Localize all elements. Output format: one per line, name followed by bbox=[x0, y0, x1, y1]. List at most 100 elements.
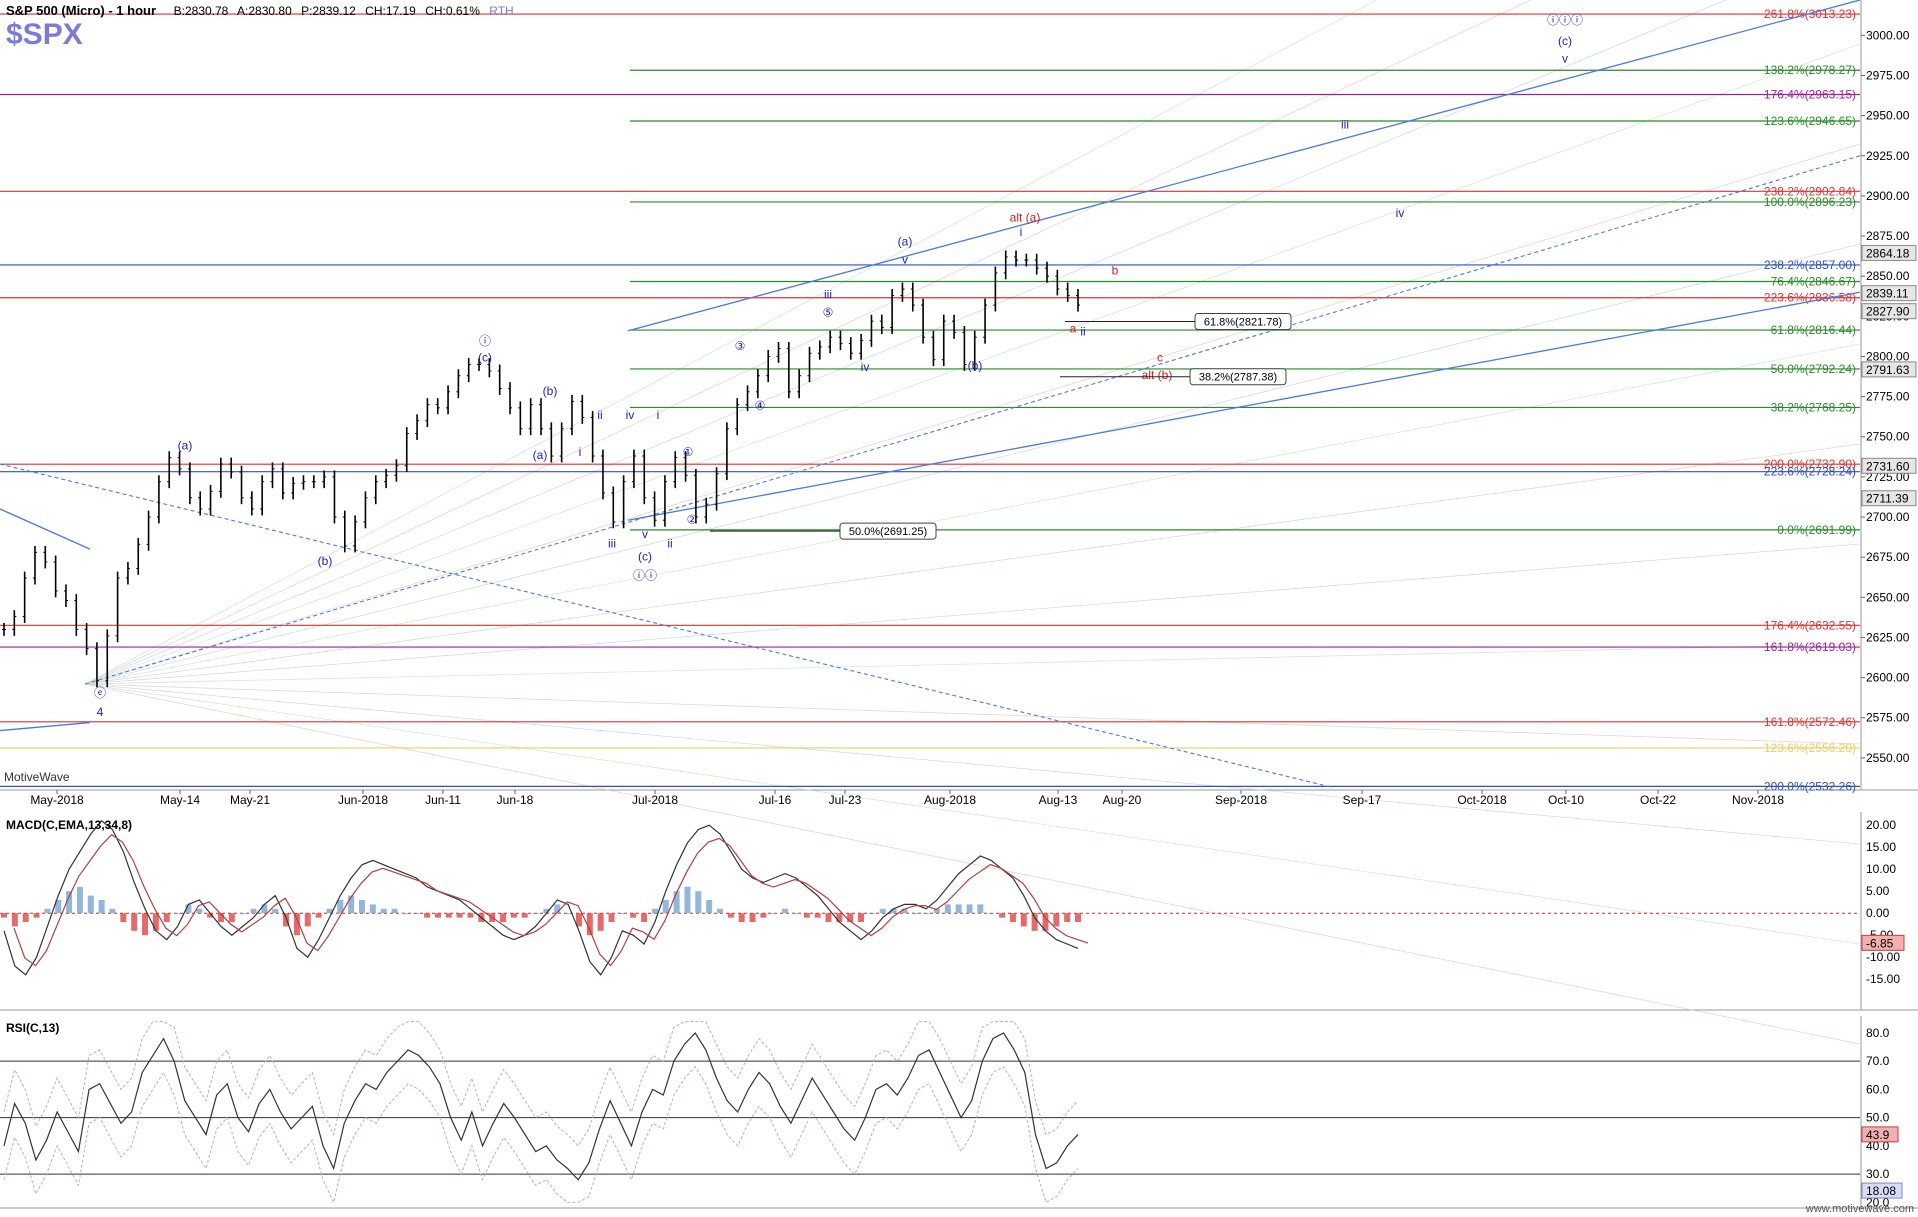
x-tick-label: Jun-2018 bbox=[338, 793, 388, 807]
change-value: CH:17.19 bbox=[365, 4, 416, 18]
y-tick-label: 2850.00 bbox=[1866, 269, 1910, 283]
macd-hist-bar bbox=[239, 913, 246, 915]
macd-hist-bar bbox=[792, 913, 799, 915]
macd-hist-bar bbox=[575, 913, 582, 927]
wave-label: a bbox=[1070, 321, 1077, 335]
y-tick-label: 2800.00 bbox=[1866, 349, 1910, 363]
macd-hist-bar bbox=[532, 913, 539, 915]
macd-hist-bar bbox=[521, 913, 528, 918]
price-bars bbox=[2, 250, 1080, 688]
macd-hist-bar bbox=[641, 913, 648, 922]
macd-hist-bar bbox=[1009, 913, 1016, 922]
wave-label: i bbox=[657, 408, 660, 422]
x-tick-label: May-21 bbox=[230, 793, 270, 807]
symbol-label: $SPX bbox=[6, 18, 83, 51]
macd-current-tag bbox=[1861, 934, 1905, 951]
retracement-label: 50.0%(2691.25) bbox=[849, 526, 927, 538]
wave-label: iv bbox=[626, 408, 635, 422]
macd-hist-bar bbox=[847, 913, 854, 922]
rsi-lower-band bbox=[3, 1066, 1079, 1204]
price-tag bbox=[1861, 490, 1917, 507]
fib-level-label: 223.6%(2836.58) bbox=[1764, 291, 1856, 305]
fib-level-label: 38.2%(2768.25) bbox=[1771, 400, 1856, 414]
macd-hist-bar bbox=[738, 913, 745, 922]
macd-hist-bar bbox=[120, 913, 127, 922]
x-tick-label: Oct-10 bbox=[1548, 793, 1584, 807]
rsi-tick-label: 50.0 bbox=[1866, 1111, 1890, 1125]
macd-hist-bar bbox=[185, 904, 192, 914]
rsi-secondary-tag bbox=[1861, 1182, 1903, 1199]
wave-label: ⓘⓘⓘ bbox=[1547, 13, 1583, 27]
macd-tick-label: 5.00 bbox=[1866, 884, 1890, 898]
macd-hist-bar bbox=[424, 913, 431, 918]
fib-level-label: 238.2%(2902.84) bbox=[1764, 184, 1856, 198]
fib-level-label: 138.2%(2978.27) bbox=[1764, 63, 1856, 77]
rsi-tick-label: 60.0 bbox=[1866, 1082, 1890, 1096]
x-tick-label: Jun-11 bbox=[425, 793, 461, 807]
macd-hist-bar bbox=[510, 913, 517, 918]
macd-hist-bar bbox=[174, 913, 181, 915]
macd-hist-bar bbox=[391, 908, 398, 914]
macd-hist-bar bbox=[554, 904, 561, 914]
macd-hist-bar bbox=[33, 913, 40, 918]
macd-hist-bar bbox=[11, 913, 18, 927]
macd-hist-bar bbox=[434, 913, 441, 918]
macd-hist-bar bbox=[326, 908, 333, 914]
price-tag bbox=[1861, 457, 1917, 474]
y-tick-label: 2675.00 bbox=[1866, 550, 1910, 564]
macd-hist-bar bbox=[163, 913, 170, 922]
retracement-label: 61.8%(2821.78) bbox=[1204, 316, 1282, 328]
wave-label: c bbox=[1157, 350, 1163, 364]
macd-hist-bar bbox=[369, 904, 376, 914]
macd-hist-bar bbox=[413, 913, 420, 915]
y-tick-label: 3000.00 bbox=[1866, 28, 1910, 42]
y-tick-label: 2900.00 bbox=[1866, 189, 1910, 203]
x-tick-label: Oct-22 bbox=[1640, 793, 1676, 807]
wave-label: ① bbox=[683, 445, 694, 459]
wave-label: ④ bbox=[755, 398, 766, 412]
macd-hist-bar bbox=[868, 913, 875, 915]
rsi-tick-label: 80.0 bbox=[1866, 1026, 1890, 1040]
macd-tick-label: -10.00 bbox=[1866, 950, 1900, 964]
wave-label: (b) bbox=[543, 384, 558, 398]
macd-hist-bar bbox=[630, 913, 637, 918]
price-tag-label: 2731.60 bbox=[1866, 459, 1910, 473]
wave-label: ⓘⓘ bbox=[633, 569, 657, 583]
wave-label: (c) bbox=[478, 350, 492, 364]
macd-hist-bar bbox=[348, 895, 355, 914]
macd-hist-bar bbox=[912, 913, 919, 915]
trend-lines bbox=[0, 0, 1861, 788]
wave-label: (c) bbox=[638, 549, 652, 563]
wave-label: iii bbox=[608, 537, 616, 551]
wave-label: alt (b) bbox=[1142, 368, 1173, 382]
wave-label: (b) bbox=[318, 554, 333, 568]
price-tag bbox=[1861, 303, 1917, 320]
x-tick-label: Sep-2018 bbox=[1215, 793, 1267, 807]
macd-hist-bar bbox=[359, 900, 365, 914]
macd-tick-label: 10.00 bbox=[1866, 862, 1896, 876]
wave-label: ② bbox=[687, 512, 698, 526]
macd-hist-bar bbox=[955, 904, 962, 914]
rsi-current-tag bbox=[1861, 1126, 1899, 1143]
macd-hist-bar bbox=[586, 913, 593, 936]
wave-label: ⓔ bbox=[94, 686, 106, 700]
macd-hist-bar bbox=[1031, 913, 1038, 931]
wave-label: ③ bbox=[735, 339, 746, 353]
x-tick-label: Jul-23 bbox=[829, 793, 862, 807]
macd-hist-bar bbox=[337, 900, 344, 914]
rsi-secondary-label: 18.08 bbox=[1866, 1184, 1896, 1198]
macd-hist-bar bbox=[717, 908, 723, 914]
wave-label: v bbox=[642, 527, 648, 541]
x-tick-label: Aug-13 bbox=[1039, 793, 1078, 807]
macd-hist-bar bbox=[22, 913, 29, 922]
macd-hist-bar bbox=[836, 913, 843, 922]
price-tag-label: 2711.39 bbox=[1866, 492, 1909, 506]
fib-level-label: 76.4%(2846.67) bbox=[1771, 275, 1856, 289]
macd-hist-bar bbox=[673, 891, 680, 914]
wave-label: alt (a) bbox=[1010, 211, 1041, 225]
macd-histogram bbox=[1, 886, 1081, 936]
price-tag-label: 2839.11 bbox=[1866, 287, 1909, 301]
price-value: P:2839.12 bbox=[301, 4, 356, 18]
